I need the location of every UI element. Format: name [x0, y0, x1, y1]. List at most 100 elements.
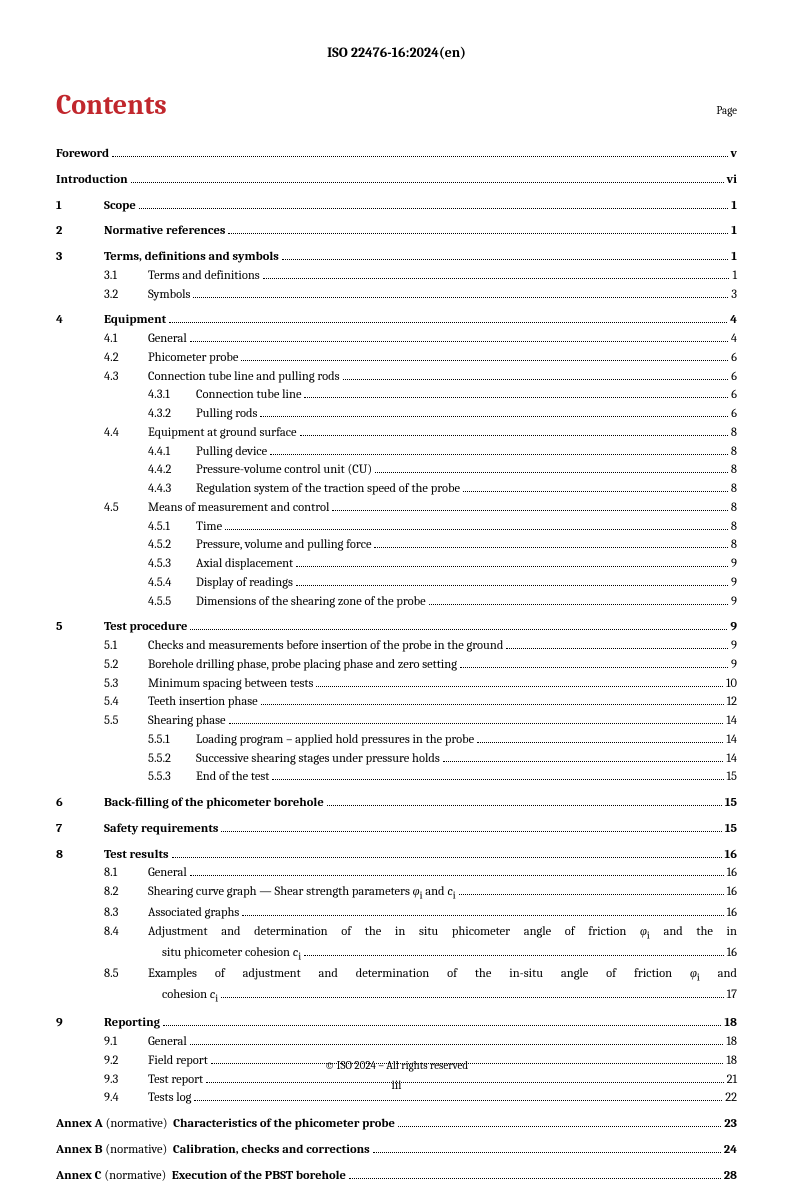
- toc-leader: [373, 1152, 721, 1153]
- toc-section: Forewordv: [56, 145, 737, 164]
- toc-section: 5Test procedure95.1Checks and measuremen…: [56, 618, 737, 787]
- toc-leader: [190, 629, 727, 630]
- toc-number: 9.1: [104, 1033, 148, 1052]
- toc-number: 4.5.1: [148, 518, 196, 537]
- toc-entry: 4Equipment4: [56, 311, 737, 330]
- toc-page: 14: [726, 750, 737, 769]
- toc-entry: Annex A (normative) Characteristics of t…: [56, 1115, 737, 1134]
- toc-entry: 5.2Borehole drilling phase, probe placin…: [56, 656, 737, 675]
- toc-page: 6: [731, 349, 737, 368]
- toc-page: 15: [727, 768, 737, 787]
- toc-entry: 4.4.2Pressure-volume control unit (CU)8: [56, 461, 737, 480]
- toc-text: Test results: [104, 846, 169, 865]
- toc-leader: [477, 742, 723, 743]
- toc-text: Display of readings: [196, 574, 293, 593]
- toc-entry: 4.5.1Time 8: [56, 518, 737, 537]
- toc-number: 6: [56, 794, 104, 813]
- toc-number: 3: [56, 248, 104, 267]
- toc-number: 9.4: [104, 1089, 148, 1108]
- contents-title: Contents: [56, 89, 167, 121]
- toc-text: Time: [196, 518, 222, 537]
- toc-entry: 6Back-filling of the phicometer borehole…: [56, 794, 737, 813]
- toc-page: 16: [727, 904, 737, 923]
- toc-section: 8Test results168.1General168.2Shearing c…: [56, 846, 737, 1008]
- toc-section: Annex A (normative) Characteristics of t…: [56, 1115, 737, 1134]
- toc-leader: [443, 761, 724, 762]
- toc-number: 4.5: [104, 499, 148, 518]
- toc-leader: [139, 208, 729, 209]
- toc-text: Terms, definitions and symbols: [104, 248, 279, 267]
- toc-page: 8: [731, 443, 737, 462]
- toc-leader: [300, 435, 728, 436]
- toc-text: Normative references: [104, 222, 225, 241]
- toc-page: 8: [731, 424, 737, 443]
- toc-entry-cont: situ phicometer cohesion ci16: [56, 944, 737, 965]
- toc-leader: [327, 805, 722, 806]
- toc-text: Means of measurement and control: [148, 499, 329, 518]
- toc-entry: 4.5.2Pressure, volume and pulling force8: [56, 536, 737, 555]
- toc-entry: 4.4.1Pulling device8: [56, 443, 737, 462]
- toc-entry: 5.5Shearing phase14: [56, 712, 737, 731]
- toc-leader: [225, 529, 728, 530]
- toc-entry: 4.5.3Axial displacement9: [56, 555, 737, 574]
- toc-page: 9: [731, 574, 737, 593]
- copyright-text: © ISO 2024 – All rights reserved: [0, 1059, 793, 1072]
- toc-section: Introductionvi: [56, 171, 737, 190]
- toc-section: 6Back-filling of the phicometer borehole…: [56, 794, 737, 813]
- toc-text: Annex B (normative) Calibration, checks …: [56, 1141, 370, 1160]
- toc-text: Pulling device: [196, 443, 267, 462]
- toc-page: 8: [731, 518, 737, 537]
- toc-text: Axial displacement: [196, 555, 293, 574]
- toc-leader: [316, 686, 723, 687]
- toc-leader: [375, 472, 728, 473]
- document-header: ISO 22476-16:2024(en): [56, 44, 737, 61]
- toc-entry: 4.1General4: [56, 330, 737, 349]
- toc-number: 4.3: [104, 368, 148, 387]
- toc-entry: 8.5Examples of adjustment and determinat…: [56, 965, 737, 986]
- toc-leader: [228, 233, 728, 234]
- toc-number: 5.5.3: [148, 768, 196, 787]
- toc-leader: [190, 1044, 724, 1045]
- title-row: Contents Page: [56, 89, 737, 121]
- toc-number: 8.2: [104, 883, 148, 902]
- toc-text: General: [148, 1033, 187, 1052]
- toc-leader: [131, 182, 724, 183]
- toc-leader: [194, 1100, 722, 1101]
- toc-entry: Annex C (normative) Execution of the PBS…: [56, 1167, 737, 1185]
- toc-text: Foreword: [56, 145, 109, 164]
- toc-entry: 9Reporting18: [56, 1014, 737, 1033]
- toc-text: Annex A (normative) Characteristics of t…: [56, 1115, 395, 1134]
- toc-leader: [304, 397, 728, 398]
- toc-leader: [260, 416, 728, 417]
- toc-page: vi: [727, 171, 737, 190]
- toc-page: 22: [725, 1089, 737, 1108]
- toc-text: Pulling rods: [196, 405, 257, 424]
- toc-text: Connection tube line and pulling rods: [148, 368, 340, 387]
- toc-text: Annex C (normative) Execution of the PBS…: [56, 1167, 346, 1185]
- toc-entry: 8.2Shearing curve graph — Shear strength…: [56, 883, 737, 904]
- toc-text: Equipment at ground surface: [148, 424, 297, 443]
- toc-text: Shearing curve graph — Shear strength pa…: [148, 883, 456, 904]
- toc-entry: 4.3.1Connection tube line6: [56, 386, 737, 405]
- toc-number: 8: [56, 846, 104, 865]
- toc-number: 5.4: [104, 693, 148, 712]
- toc-leader: [190, 875, 724, 876]
- toc-leader: [169, 322, 727, 323]
- toc-entry: 4.3Connection tube line and pulling rods…: [56, 368, 737, 387]
- toc-number: 1: [56, 197, 104, 216]
- toc-entry: 3.1Terms and definitions1: [56, 267, 737, 286]
- toc-entry: 9.1General18: [56, 1033, 737, 1052]
- toc-entry: 8.3Associated graphs16: [56, 904, 737, 923]
- toc-text: Successive shearing stages under pressur…: [196, 750, 440, 769]
- toc-entry: 3.2Symbols3: [56, 286, 737, 305]
- toc-page: 14: [726, 731, 737, 750]
- toc-leader: [221, 997, 723, 998]
- toc-text: Regulation system of the traction speed …: [196, 480, 460, 499]
- toc-page: 1: [731, 197, 737, 216]
- toc-entry: 4.5.4Display of readings9: [56, 574, 737, 593]
- toc-section: Annex B (normative) Calibration, checks …: [56, 1141, 737, 1160]
- toc-section: 7Safety requirements15: [56, 820, 737, 839]
- toc-page: 28: [724, 1167, 737, 1185]
- toc-page: 15: [725, 820, 737, 839]
- toc-page: 4: [730, 311, 737, 330]
